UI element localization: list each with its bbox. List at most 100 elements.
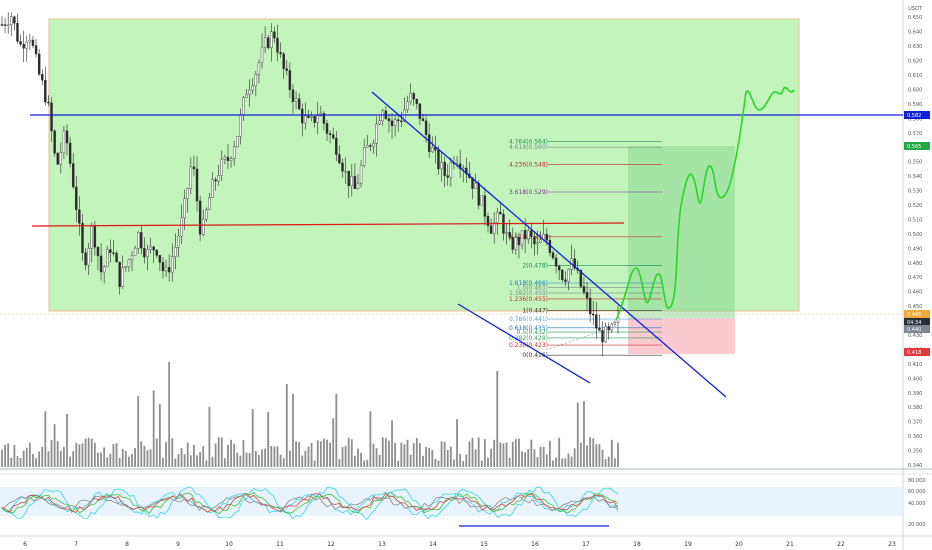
candle-body <box>130 255 134 261</box>
volume-bar <box>350 439 353 467</box>
candle-body <box>143 248 146 258</box>
candle-body <box>511 236 514 250</box>
volume-bar <box>59 450 62 467</box>
volume-bar <box>115 443 118 467</box>
volume-bar <box>227 444 229 467</box>
candle-body <box>607 326 610 331</box>
volume-bar <box>152 390 155 467</box>
time-tick-label: 23 <box>888 541 896 548</box>
volume-bar <box>25 447 28 467</box>
volume-bar <box>276 446 279 467</box>
candle-body <box>41 73 44 81</box>
oscillator-band <box>0 487 903 516</box>
volume-bar <box>90 438 93 467</box>
time-axis[interactable]: 6 7 8 9 10 11 12 13 14 15 16 17 18 19 20 21 22 23 <box>23 541 896 548</box>
volume-bar <box>183 454 186 467</box>
volume-bar <box>165 442 167 467</box>
volume-bar <box>106 457 109 467</box>
volume-bar <box>462 460 465 467</box>
candle-body <box>344 170 347 173</box>
volume-bar <box>261 449 263 467</box>
volume-bar <box>319 441 322 467</box>
volume-bar <box>555 457 557 467</box>
volume-bar <box>307 446 310 467</box>
price-axis[interactable]: 0.650 0.640 0.630 0.620 0.610 0.600 0.590 0.580… <box>908 15 926 528</box>
volume-bar <box>270 445 273 467</box>
price-tick-label: 0.460 <box>908 290 922 296</box>
volume-bar <box>128 456 130 467</box>
candle-body <box>381 110 384 122</box>
candle-body <box>192 166 196 170</box>
candle-body <box>164 267 168 272</box>
candle-body <box>279 52 282 55</box>
volume-bar <box>527 448 530 467</box>
candle-body <box>598 328 601 331</box>
volume-bar <box>223 458 226 467</box>
volume-bar <box>545 454 548 467</box>
volume-bar <box>298 442 301 467</box>
candle-body <box>449 162 453 178</box>
price-tick-label: 0.400 <box>908 376 922 382</box>
candle-body <box>106 249 109 268</box>
candle-body <box>585 292 589 299</box>
price-tick-label: 0.640 <box>908 30 922 36</box>
price-badge <box>904 310 930 318</box>
volume-bar <box>158 403 161 467</box>
volume-bar <box>474 449 477 467</box>
volume-bar <box>267 411 270 467</box>
volume-bar <box>63 447 65 467</box>
candle-body <box>239 114 242 137</box>
candle-body <box>492 222 496 234</box>
time-tick-label: 13 <box>378 541 386 548</box>
volume-bar <box>561 458 564 467</box>
price-tick-label: 0.650 <box>908 15 922 21</box>
candle-body <box>155 249 158 256</box>
volume-bar <box>285 384 288 467</box>
oscillator-tick-label: 60.000 <box>908 489 926 495</box>
candle-body <box>0 24 4 26</box>
candle-body <box>462 167 465 170</box>
volume-bar <box>69 456 72 467</box>
fib-level-label: 0.618(0.435) <box>509 325 548 332</box>
candle-body <box>316 115 319 123</box>
candle-body <box>527 230 530 240</box>
stop-zone <box>628 318 735 354</box>
candle-body <box>62 130 66 153</box>
fib-level-label: 1.382(0.459) <box>509 290 548 297</box>
volume-bar <box>434 458 437 467</box>
volume-bar <box>35 458 37 467</box>
candle-body <box>301 108 304 124</box>
target-zone <box>628 146 735 318</box>
volume-bar <box>13 444 16 467</box>
candle-body <box>99 255 103 273</box>
time-tick-label: 16 <box>531 541 539 548</box>
volume-bar <box>146 450 149 467</box>
volume-bar <box>258 455 260 467</box>
oscillator-lines <box>1 486 619 521</box>
time-tick-label: 6 <box>23 541 27 548</box>
volume-bar <box>168 362 171 467</box>
candle-body <box>359 165 363 184</box>
candle-body <box>180 217 183 237</box>
candle-body <box>471 177 474 189</box>
price-tick-label: 0.590 <box>908 102 922 108</box>
candle-body <box>254 74 258 87</box>
candle-body <box>205 209 208 220</box>
candle-body <box>294 98 298 102</box>
candle-body <box>152 246 155 251</box>
volume-bar <box>313 460 316 467</box>
volume-bar <box>118 457 121 467</box>
candle-body <box>223 156 227 160</box>
candle-body <box>251 85 254 91</box>
volume-bar <box>502 443 505 467</box>
candle-body <box>412 93 415 100</box>
candle-body <box>443 161 446 176</box>
candle-body <box>588 297 592 315</box>
volume-bar <box>245 452 248 467</box>
candle-body <box>31 39 35 46</box>
volume-bar <box>493 439 496 467</box>
candle-body <box>415 98 418 104</box>
fib-level-label: 1(0.447) <box>522 307 548 314</box>
